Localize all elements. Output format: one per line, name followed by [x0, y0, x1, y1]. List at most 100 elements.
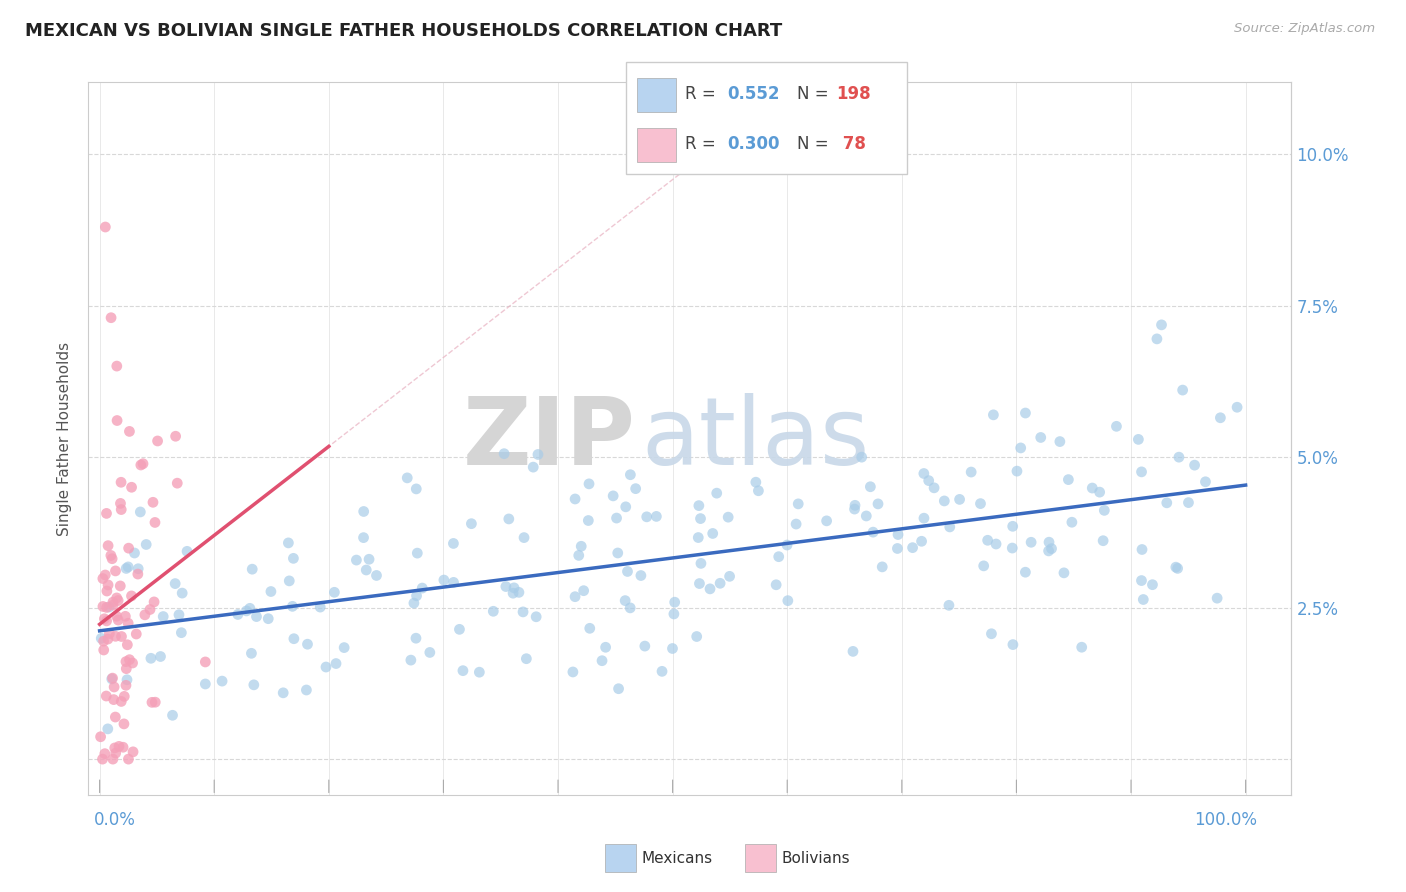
- Point: [271, 686, 294, 700]
- Point: [844, 498, 866, 512]
- Point: [104, 629, 127, 643]
- Point: [240, 562, 263, 576]
- Point: [1146, 332, 1168, 346]
- Point: [614, 500, 637, 514]
- Point: [851, 450, 873, 465]
- Point: [91, 752, 114, 766]
- Point: [690, 557, 713, 571]
- Point: [572, 583, 595, 598]
- Point: [354, 563, 377, 577]
- Point: [969, 497, 991, 511]
- Point: [104, 710, 127, 724]
- Point: [1105, 419, 1128, 434]
- Point: [662, 607, 685, 621]
- Point: [124, 546, 146, 560]
- Point: [776, 593, 799, 607]
- Point: [508, 585, 530, 599]
- Point: [495, 580, 517, 594]
- Point: [844, 502, 866, 516]
- Point: [90, 730, 112, 744]
- Point: [1130, 574, 1153, 588]
- Point: [295, 683, 318, 698]
- Point: [634, 639, 657, 653]
- Point: [105, 591, 128, 605]
- Point: [194, 677, 217, 691]
- Point: [91, 599, 114, 614]
- Point: [112, 690, 135, 704]
- Point: [901, 541, 924, 555]
- Point: [1092, 533, 1115, 548]
- Point: [112, 717, 135, 731]
- Point: [243, 678, 266, 692]
- Text: 0.0%: 0.0%: [94, 811, 136, 829]
- Point: [973, 558, 995, 573]
- Point: [172, 586, 194, 600]
- Point: [1177, 495, 1199, 509]
- Point: [745, 475, 768, 490]
- Point: [93, 643, 115, 657]
- Point: [129, 458, 152, 472]
- Point: [117, 560, 139, 574]
- Point: [1209, 410, 1232, 425]
- Point: [100, 310, 122, 325]
- Point: [1171, 383, 1194, 397]
- Point: [616, 565, 638, 579]
- Text: ZIP: ZIP: [463, 392, 636, 484]
- Point: [934, 494, 956, 508]
- Point: [619, 467, 641, 482]
- Point: [664, 595, 686, 609]
- Point: [1226, 401, 1249, 415]
- Point: [468, 665, 491, 680]
- Point: [96, 584, 118, 599]
- Point: [910, 534, 932, 549]
- Point: [419, 645, 441, 659]
- Point: [127, 567, 149, 582]
- Point: [240, 646, 263, 660]
- Point: [309, 600, 332, 615]
- Point: [1167, 561, 1189, 575]
- Point: [938, 599, 960, 613]
- Text: R =: R =: [685, 85, 721, 103]
- Point: [333, 640, 356, 655]
- Point: [568, 549, 591, 563]
- Point: [94, 220, 117, 235]
- Point: [405, 631, 427, 645]
- Point: [1081, 481, 1104, 495]
- Point: [561, 665, 583, 679]
- Point: [103, 680, 125, 694]
- Point: [101, 671, 124, 685]
- Point: [1040, 541, 1063, 556]
- Point: [93, 612, 115, 626]
- Point: [97, 578, 120, 592]
- Point: [569, 539, 592, 553]
- Point: [602, 489, 624, 503]
- Point: [245, 609, 267, 624]
- Text: 0.300: 0.300: [727, 135, 779, 153]
- Point: [297, 637, 319, 651]
- Point: [815, 514, 838, 528]
- Point: [1005, 464, 1028, 478]
- Point: [564, 590, 586, 604]
- Point: [176, 544, 198, 558]
- Point: [114, 609, 136, 624]
- Text: 100.0%: 100.0%: [1194, 811, 1257, 829]
- Point: [357, 552, 380, 566]
- Point: [405, 482, 427, 496]
- Point: [785, 517, 807, 532]
- Point: [1001, 638, 1024, 652]
- Point: [110, 630, 132, 644]
- Point: [278, 574, 301, 588]
- Point: [441, 536, 464, 550]
- Point: [524, 609, 547, 624]
- Point: [143, 516, 166, 530]
- Point: [578, 621, 600, 635]
- Point: [165, 576, 187, 591]
- Point: [93, 634, 115, 648]
- Point: [787, 497, 810, 511]
- Point: [922, 481, 945, 495]
- Point: [512, 605, 534, 619]
- Point: [1150, 318, 1173, 332]
- Point: [366, 568, 388, 582]
- Point: [104, 740, 127, 755]
- Point: [619, 600, 641, 615]
